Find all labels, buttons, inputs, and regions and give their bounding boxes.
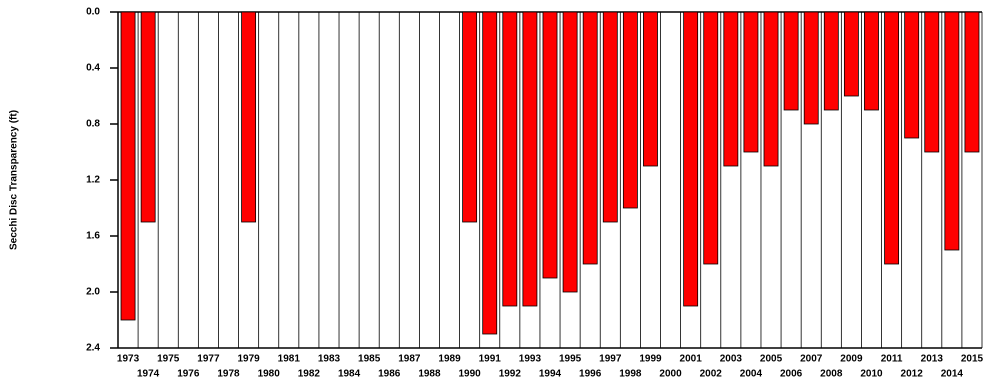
x-tick-label: 2015: [961, 354, 984, 365]
bar: [884, 11, 900, 265]
x-tick-label: 1999: [639, 354, 662, 365]
x-tick-label: 1975: [157, 354, 180, 365]
x-tick-label: 2012: [901, 369, 924, 380]
x-tick-label: 1988: [418, 369, 441, 380]
x-tick-label: 2013: [921, 354, 944, 365]
x-tick-label: 1993: [519, 354, 542, 365]
y-tick-label: 0.4: [86, 63, 100, 74]
x-tick-label: 1973: [117, 354, 140, 365]
y-axis-label: Secchi Disc Transparency (ft): [9, 110, 20, 250]
bar: [904, 11, 920, 139]
bar: [622, 11, 638, 209]
x-tick-label: 2000: [659, 369, 682, 380]
bar: [964, 11, 980, 153]
x-tick-label: 1978: [217, 369, 240, 380]
bar: [864, 11, 879, 111]
bar: [643, 11, 658, 167]
x-tick-label: 1981: [278, 354, 301, 365]
x-tick-label: 2001: [680, 354, 703, 365]
y-tick-label: 1.6: [86, 231, 100, 242]
bar: [522, 11, 538, 307]
bar: [542, 11, 558, 279]
y-tick-label: 0.0: [86, 7, 100, 18]
bar: [924, 11, 940, 153]
bar: [462, 11, 478, 223]
x-tick-label: 1992: [499, 369, 522, 380]
x-tick-label: 1986: [378, 369, 401, 380]
x-tick-label: 2008: [820, 369, 843, 380]
bar: [843, 11, 859, 97]
x-tick-label: 2010: [860, 369, 883, 380]
bar: [944, 11, 960, 251]
bar: [562, 11, 578, 293]
x-tick-label: 1979: [237, 354, 260, 365]
x-tick-label: 1991: [479, 354, 502, 365]
x-tick-label: 1995: [559, 354, 582, 365]
x-tick-label: 1985: [358, 354, 381, 365]
x-tick-label: 2007: [800, 354, 823, 365]
x-tick-label: 1977: [197, 354, 220, 365]
x-tick-label: 1990: [459, 369, 482, 380]
x-tick-label: 1994: [539, 369, 562, 380]
bar: [803, 11, 819, 125]
bar: [683, 11, 699, 307]
x-tick-label: 2011: [881, 354, 903, 365]
x-tick-label: 2005: [760, 354, 783, 365]
bar: [120, 11, 136, 321]
x-tick-label: 1998: [619, 369, 642, 380]
bar: [723, 11, 739, 167]
x-tick-label: 1982: [298, 369, 321, 380]
y-tick-label: 1.2: [86, 175, 100, 186]
y-tick-label: 2.0: [86, 287, 100, 298]
x-tick-label: 2014: [941, 369, 964, 380]
x-tick-label: 1996: [579, 369, 602, 380]
x-tick-label: 1997: [599, 354, 622, 365]
bar: [783, 11, 799, 111]
y-tick-label: 0.8: [86, 119, 100, 130]
bar: [241, 11, 257, 223]
bar: [502, 11, 518, 307]
x-tick-label: 2004: [740, 369, 763, 380]
x-tick-label: 1983: [318, 354, 341, 365]
x-tick-label: 2009: [840, 354, 863, 365]
x-tick-label: 1974: [137, 369, 160, 380]
bar: [703, 11, 719, 265]
x-tick-label: 2006: [780, 369, 803, 380]
y-tick-label: 2.4: [86, 343, 100, 354]
bar: [763, 11, 779, 167]
x-tick-label: 2003: [720, 354, 743, 365]
x-tick-label: 1989: [438, 354, 461, 365]
x-tick-label: 1976: [177, 369, 200, 380]
x-tick-label: 1980: [258, 369, 281, 380]
bar: [140, 11, 156, 223]
bar: [582, 11, 598, 265]
bar: [823, 11, 839, 111]
x-tick-label: 1987: [398, 354, 421, 365]
bar: [743, 11, 759, 153]
bar: [602, 11, 618, 223]
bar: [482, 11, 498, 335]
x-tick-label: 2002: [700, 369, 723, 380]
x-tick-label: 1984: [338, 369, 361, 380]
